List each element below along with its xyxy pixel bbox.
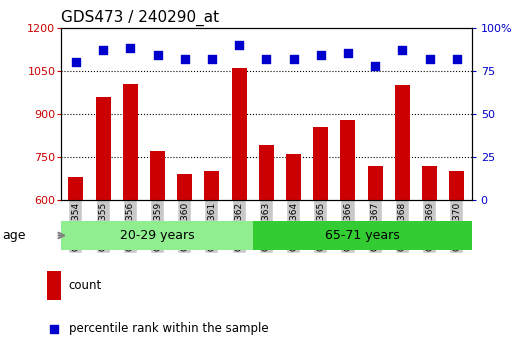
Bar xyxy=(177,174,192,345)
Bar xyxy=(422,166,437,345)
Text: 20-29 years: 20-29 years xyxy=(120,229,194,242)
Bar xyxy=(95,97,111,345)
Point xyxy=(453,56,461,61)
Point xyxy=(398,47,407,53)
Point xyxy=(262,56,270,61)
Bar xyxy=(368,166,383,345)
Bar xyxy=(61,221,253,250)
Bar xyxy=(150,151,165,345)
Point xyxy=(316,52,325,58)
Bar xyxy=(232,68,246,345)
Bar xyxy=(340,120,356,345)
Point xyxy=(208,56,216,61)
Point xyxy=(181,56,189,61)
Bar xyxy=(68,177,83,345)
Bar xyxy=(395,85,410,345)
Bar xyxy=(253,221,472,250)
Point xyxy=(343,51,352,56)
Point xyxy=(371,63,379,68)
Point xyxy=(289,56,298,61)
Bar xyxy=(449,171,464,345)
Text: age: age xyxy=(3,229,26,242)
Point xyxy=(425,56,434,61)
Bar xyxy=(123,83,138,345)
Point xyxy=(235,42,243,48)
Text: percentile rank within the sample: percentile rank within the sample xyxy=(69,322,268,335)
Text: GDS473 / 240290_at: GDS473 / 240290_at xyxy=(61,10,219,26)
Point xyxy=(126,46,135,51)
Text: count: count xyxy=(69,279,102,292)
Text: 65-71 years: 65-71 years xyxy=(325,229,400,242)
Bar xyxy=(313,127,328,345)
Bar xyxy=(47,271,61,300)
Point xyxy=(72,59,80,65)
Point xyxy=(50,326,59,332)
Point xyxy=(99,47,108,53)
Bar xyxy=(205,171,219,345)
Bar xyxy=(286,154,301,345)
Point xyxy=(153,52,162,58)
Bar xyxy=(259,146,274,345)
